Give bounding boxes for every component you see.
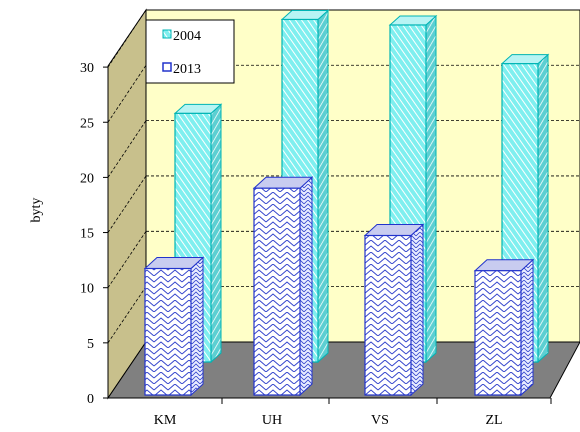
x-axis-labels: KM UH VS ZL — [154, 398, 552, 428]
bar-2013-ZL-side — [520, 258, 534, 397]
bar-2013-KM — [143, 256, 205, 397]
bar-2013-VS-front — [364, 234, 412, 396]
legend-swatch-2004 — [162, 29, 172, 39]
bar-2013-ZL-front — [474, 270, 522, 396]
bar-2013-UH-side — [299, 176, 313, 397]
legend-label-2004: 2004 — [173, 29, 201, 44]
y-tick-label: 15 — [80, 227, 94, 242]
y-axis-title: byty — [29, 198, 44, 223]
bar-2013-KM-side — [190, 256, 204, 397]
gridline-side — [107, 286, 147, 344]
bar-2004-UH-side — [317, 9, 329, 364]
y-tick-label: 10 — [80, 282, 94, 297]
x-tick-label: VS — [371, 413, 389, 427]
bar-2013-UH-front — [253, 187, 301, 396]
y-tick-label: 5 — [87, 337, 94, 352]
legend-box — [145, 19, 235, 84]
bar-2013-VS — [363, 223, 425, 397]
bar-2004-VS-side — [425, 14, 437, 364]
bar-2004-ZL-side — [537, 53, 549, 364]
bar-2013-ZL — [473, 258, 535, 397]
gridline-side — [107, 65, 147, 123]
legend-label-2013: 2013 — [173, 62, 201, 77]
y-tick-label: 20 — [80, 171, 94, 186]
series-2013-bars — [143, 176, 535, 397]
legend: 2004 2013 — [145, 19, 235, 84]
x-tick-label: KM — [154, 413, 177, 427]
bar-2013-KM-front — [144, 267, 192, 396]
y-tick-label: 30 — [80, 61, 94, 76]
y-tick-label: 0 — [87, 392, 94, 407]
gridline-side — [107, 231, 147, 288]
bar-2013-UH — [252, 176, 314, 397]
gridline-side — [107, 175, 147, 233]
x-tick-label: UH — [262, 413, 282, 427]
gridline-side — [107, 9, 147, 68]
x-tick-label: ZL — [485, 413, 502, 427]
bar-2013-VS-side — [410, 223, 424, 397]
legend-swatch-2013 — [162, 62, 172, 72]
gridline-side — [107, 120, 147, 178]
chart-side-wall — [107, 8, 147, 400]
y-tick-label: 25 — [80, 116, 94, 131]
bar-2004-KM-side — [210, 103, 222, 364]
